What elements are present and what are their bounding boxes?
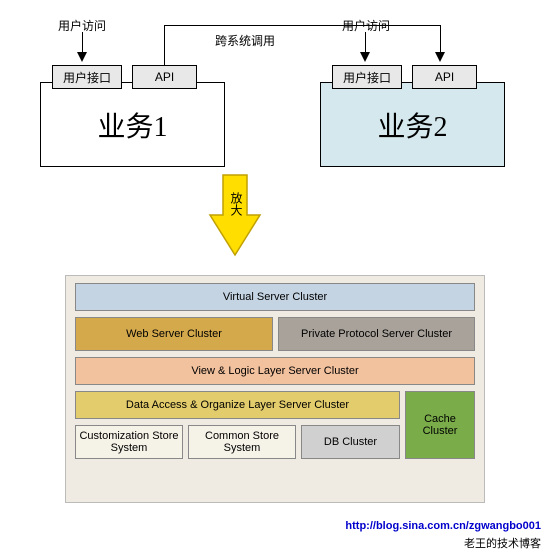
api-tab-1: API: [132, 65, 197, 89]
footer-url: http://blog.sina.com.cn/zgwangbo001: [345, 520, 541, 532]
arrow2-line: [365, 32, 366, 54]
arch-data: Data Access & Organize Layer Server Clus…: [75, 391, 400, 419]
arrow2-head: [360, 52, 370, 62]
arch-web: Web Server Cluster: [75, 317, 273, 351]
arch-view: View & Logic Layer Server Cluster: [75, 357, 475, 385]
api-tab-2: API: [412, 65, 477, 89]
user-interface-tab-1: 用户接口: [52, 65, 122, 89]
label-cross-system: 跨系统调用: [215, 32, 275, 49]
arrow1-line: [82, 32, 83, 54]
arch-common: Common Store System: [188, 425, 296, 459]
arch-cache: Cache Cluster: [405, 391, 475, 459]
business2-box: 业务2: [320, 82, 505, 167]
zoom-label: 放大: [228, 192, 245, 216]
arrow1-head: [77, 52, 87, 62]
business1-label: 业务1: [97, 105, 167, 145]
arch-private: Private Protocol Server Cluster: [278, 317, 475, 351]
business1-box: 业务1: [40, 82, 225, 167]
cross-arrow-head: [435, 52, 445, 62]
cross-line-v2: [440, 25, 441, 55]
cross-line-v1: [164, 25, 165, 65]
arch-virtual: Virtual Server Cluster: [75, 283, 475, 311]
arch-custom: Customization Store System: [75, 425, 183, 459]
user-interface-tab-2: 用户接口: [332, 65, 402, 89]
cross-line-h: [164, 25, 440, 26]
business2-label: 业务2: [377, 105, 447, 145]
arch-db: DB Cluster: [301, 425, 400, 459]
footer-text: 老王的技术博客: [464, 535, 541, 551]
